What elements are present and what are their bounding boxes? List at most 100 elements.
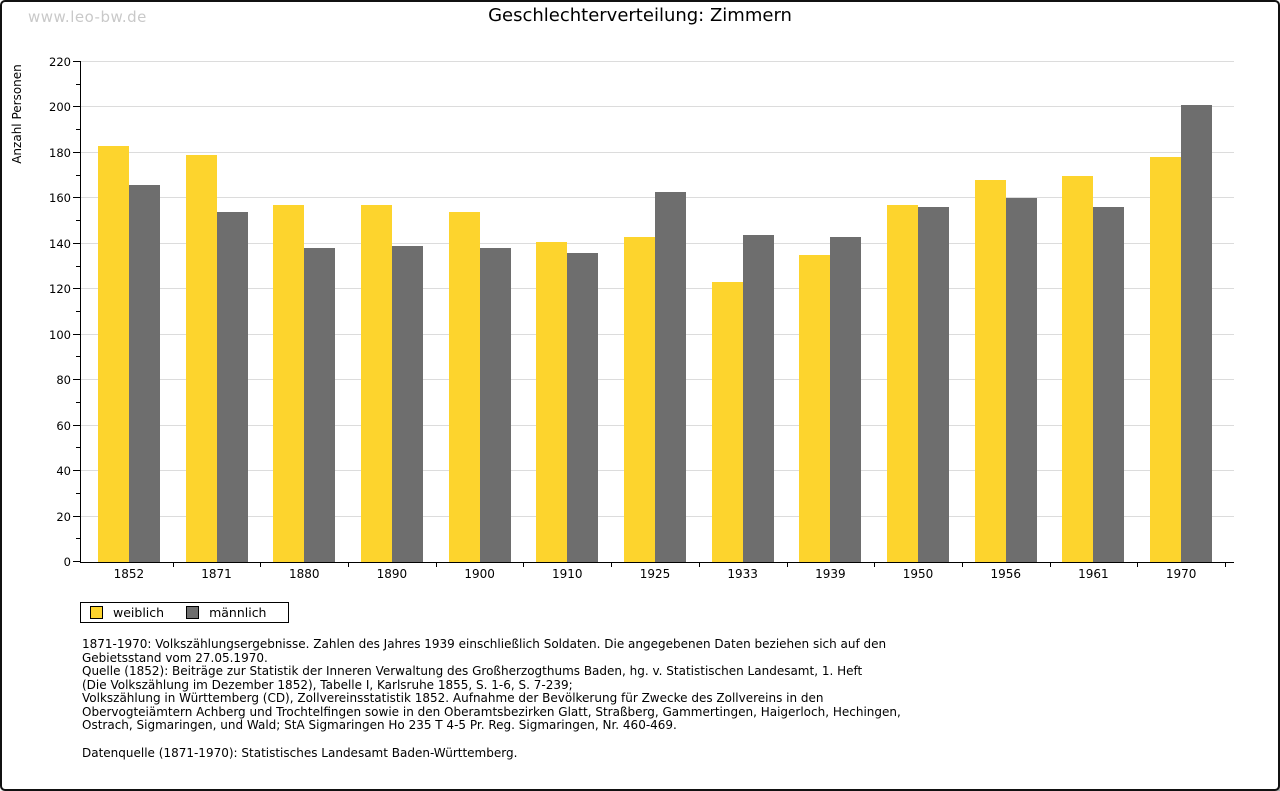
chart-plot-area: 0 20 40 60 80 100 120 140 160 180 200 220 1852 1871 1…: [49, 55, 1234, 581]
bar-männlich-1970: [1181, 105, 1213, 562]
x-tick-label-1900: 1900: [464, 567, 495, 581]
x-boundary-tick-9: [874, 562, 876, 567]
footnote-line: Gebietsstand vom 27.05.1970.: [82, 650, 268, 665]
footnote-line: (Die Volkszählung im Dezember 1852), Tab…: [82, 677, 573, 692]
bar-weiblich-1950: [887, 205, 919, 562]
bar-group-1933: 1933: [699, 62, 787, 581]
y-major-tick-60: [73, 424, 81, 426]
bar-weiblich-1939: [799, 255, 831, 562]
bar-männlich-1939: [830, 237, 862, 562]
x-tick-label-1852: 1852: [113, 567, 145, 581]
footnote-line: Quelle (1852): Beiträge zur Statistik de…: [82, 664, 863, 678]
bar-group-1880: 1880: [260, 62, 348, 581]
bar-weiblich-1900: [448, 212, 480, 562]
y-minor-tick-130: [76, 265, 81, 267]
x-tick-label-1925: 1925: [639, 567, 671, 581]
bar-männlich-1961: [1093, 207, 1125, 562]
x-tick-label-1950: 1950: [902, 567, 934, 581]
bar-weiblich-1880: [273, 205, 305, 562]
x-boundary-tick-5: [523, 562, 525, 567]
x-tick-label-1956: 1956: [990, 567, 1021, 581]
x-tick-label-1871: 1871: [201, 567, 232, 581]
watermark: www.leo-bw.de: [28, 8, 147, 26]
gridline-220: [81, 61, 1234, 62]
x-boundary-tick-4: [435, 562, 437, 567]
y-major-tick-100: [73, 333, 81, 335]
footnotes: 1871-1970: Volkszählungsergebnisse. Zahl…: [82, 637, 1238, 760]
bar-group-1925: 1925: [611, 62, 699, 581]
y-minor-tick-70: [76, 401, 81, 403]
bar-männlich-1933: [742, 234, 774, 562]
y-major-tick-200: [73, 106, 81, 108]
y-tick-label-0: 0: [63, 555, 71, 569]
x-boundary-tick-7: [698, 562, 700, 567]
y-tick-label-100: 100: [49, 327, 71, 342]
footnote-line: Obervogteiämtern Achberg und Trochtelfin…: [82, 704, 901, 719]
x-boundary-tick-3: [348, 562, 350, 567]
bar-weiblich-1956: [974, 180, 1006, 562]
datasource-line: Datenquelle (1871-1970): Statistisches L…: [82, 745, 518, 760]
bar-männlich-1910: [567, 252, 599, 562]
x-boundary-tick-11: [1049, 562, 1051, 567]
y-tick-label-60: 60: [56, 418, 71, 433]
x-tick-label-1933: 1933: [727, 567, 758, 581]
y-tick-label-160: 160: [49, 191, 71, 206]
x-boundary-tick-6: [611, 562, 613, 567]
y-major-tick-120: [73, 288, 81, 290]
page-title: Geschlechterverteilung: Zimmern: [488, 5, 792, 26]
bar-group-1890: 1890: [348, 62, 436, 581]
bar-männlich-1871: [216, 212, 248, 562]
x-boundary-tick-12: [1137, 562, 1139, 567]
bar-weiblich-1925: [623, 237, 655, 562]
legend: weiblich männlich: [80, 602, 289, 623]
bar-groups: 1852 1871 1880 1890 1900 1910 1925 1933 1939 1950…: [85, 62, 1225, 581]
y-tick-label-20: 20: [56, 509, 71, 524]
y-tick-label-120: 120: [49, 282, 71, 297]
y-minor-tick-110: [76, 311, 81, 312]
y-major-tick-140: [73, 242, 81, 244]
x-boundary-tick-1: [172, 562, 174, 567]
y-major-tick-220: [73, 61, 81, 62]
bar-weiblich-1910: [536, 241, 568, 562]
bar-weiblich-1871: [185, 155, 217, 562]
y-minor-tick-30: [76, 492, 81, 494]
footnote-line: Ostrach, Sigmaringen, und Wald; StA Sigm…: [82, 718, 677, 732]
bar-weiblich-1852: [97, 146, 129, 562]
x-tick-label-1970: 1970: [1165, 567, 1197, 581]
legend-swatch-weiblich: [90, 606, 103, 619]
y-tick-label-40: 40: [56, 464, 71, 479]
y-minor-tick-210: [76, 83, 81, 85]
y-tick-label-200: 200: [49, 100, 71, 115]
y-minor-tick-90: [76, 356, 81, 358]
bar-männlich-1880: [304, 248, 336, 562]
y-major-tick-160: [73, 197, 81, 199]
legend-label-maennlich: männlich: [209, 605, 267, 620]
y-axis-title-text: Anzahl Personen: [10, 64, 24, 164]
y-major-tick-0: [73, 561, 81, 562]
x-tick-label-1961: 1961: [1078, 567, 1109, 581]
x-tick-label-1939: 1939: [815, 567, 846, 581]
y-major-tick-20: [73, 515, 81, 517]
bar-group-1871: 1871: [173, 62, 261, 581]
y-tick-label-180: 180: [49, 145, 71, 160]
footnote-line: 1871-1970: Volkszählungsergebnisse. Zahl…: [82, 637, 887, 651]
bar-männlich-1925: [654, 191, 686, 562]
x-boundary-tick-8: [786, 562, 788, 567]
gridline-180: [81, 151, 1234, 153]
footnote-line: Volkszählung in Württemberg (CD), Zollve…: [82, 691, 824, 705]
bar-männlich-1956: [1005, 198, 1037, 562]
bar-group-1900: 1900: [436, 62, 524, 581]
y-minor-tick-150: [76, 220, 81, 222]
bar-group-1939: 1939: [787, 62, 875, 581]
x-tick-label-1880: 1880: [288, 567, 320, 581]
x-boundary-tick-13: [1225, 562, 1226, 567]
bar-weiblich-1890: [360, 205, 392, 562]
bar-group-1852: 1852: [85, 62, 173, 581]
y-major-tick-40: [73, 470, 81, 472]
y-minor-tick-190: [76, 129, 81, 131]
legend-swatch-maennlich: [186, 606, 200, 619]
bar-group-1910: 1910: [523, 62, 611, 581]
x-tick-label-1910: 1910: [552, 567, 583, 581]
gridline-200: [81, 106, 1234, 108]
